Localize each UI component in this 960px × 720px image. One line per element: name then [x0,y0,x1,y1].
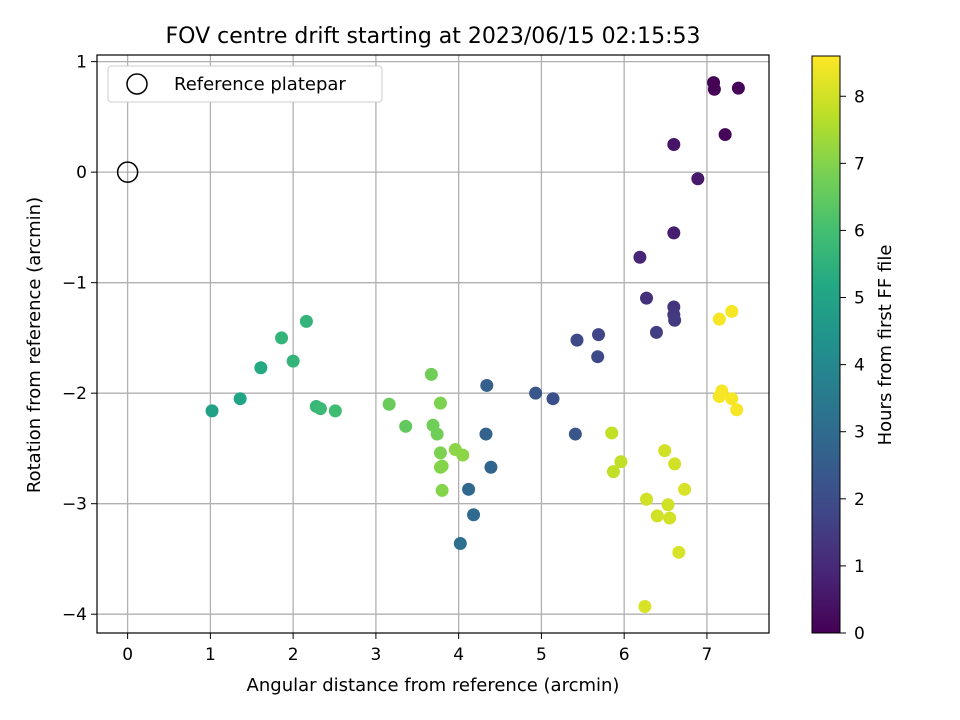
legend-box [107,65,383,103]
plot-frame [96,54,770,634]
data-point [453,536,467,550]
data-point [667,226,681,240]
data-point [668,457,682,471]
data-point [399,419,413,433]
y-tick-label: 1 [76,53,87,73]
data-point [480,378,494,392]
data-point [678,482,692,496]
data-point [529,386,543,400]
data-point [725,304,739,318]
y-tick-label: −1 [62,274,87,294]
y-tick-label: −3 [62,495,87,515]
data-point [691,172,705,186]
data-point [606,465,620,479]
data-point [707,82,721,96]
y-tick-label: −4 [62,605,87,625]
data-point [275,331,289,345]
data-point [328,404,342,418]
legend: Reference platepar [107,65,383,103]
data-point [667,138,681,152]
data-point [313,402,327,416]
y-axis-ticks: 1 0 −1 −2 −3 −4 [62,53,97,625]
y-axis-label: Rotation from reference (arcmin) [24,197,45,493]
data-point [435,459,449,473]
data-point [658,444,672,458]
data-point [382,397,396,411]
data-point [570,333,584,347]
data-point [661,498,675,512]
data-point [435,483,449,497]
data-point [668,313,682,327]
data-point [462,482,476,496]
legend-marker [126,73,148,95]
colorbar-label: Hours from first FF file [875,245,896,446]
chart-title: FOV centre drift starting at 2023/06/15 … [166,24,701,49]
data-point [233,392,247,406]
y-tick-label: 0 [76,163,87,183]
data-point [650,509,664,523]
colorbar-tick-label: 8 [854,87,865,107]
colorbar-tick-label: 6 [854,221,865,241]
x-tick-label: 0 [122,645,133,665]
grid [97,55,769,633]
data-point [286,354,300,368]
data-point [484,460,498,474]
colorbar-tick-label: 3 [854,423,865,443]
data-point [205,404,219,418]
x-axis-label: Angular distance from reference (arcmin) [247,675,620,696]
colorbar-tick-label: 4 [854,356,865,376]
data-point [546,392,560,406]
x-tick-label: 2 [288,645,299,665]
data-point [299,314,313,328]
data-point [614,455,628,469]
data-point [649,325,663,339]
data-point [731,81,745,95]
data-point [433,446,447,460]
x-axis-ticks: 0 1 2 3 4 5 6 7 [122,633,712,665]
data-point [430,427,444,441]
data-point [479,427,493,441]
data-point [712,312,726,326]
colorbar-tick-label: 0 [854,624,865,644]
data-point [718,128,732,142]
x-tick-label: 7 [702,645,713,665]
x-tick-label: 3 [370,645,381,665]
x-tick-label: 1 [205,645,216,665]
data-point [605,426,619,440]
data-point [640,492,654,506]
data-point [433,396,447,410]
x-tick-label: 5 [536,645,547,665]
data-point [254,361,268,375]
data-points [205,76,745,613]
data-point [712,389,726,403]
reference-marker [116,161,139,183]
data-point [456,448,470,462]
x-tick-label: 6 [619,645,630,665]
data-point [663,511,677,525]
colorbar-ticks: 0 1 2 3 4 5 6 7 8 [840,87,865,644]
data-point [672,545,686,559]
data-point [568,427,582,441]
colorbar-tick-label: 1 [854,557,865,577]
legend-label: Reference platepar [174,74,346,95]
data-point [467,508,481,522]
data-point [592,328,606,342]
colorbar-tick-label: 2 [854,490,865,510]
y-tick-label: −2 [62,384,87,404]
data-point [591,350,605,364]
colorbar-tick-label: 5 [854,289,865,309]
data-point [424,367,438,381]
colorbar [811,55,841,634]
x-tick-label: 4 [453,645,464,665]
data-point [638,599,652,613]
data-point [725,392,739,406]
colorbar-tick-label: 7 [854,154,865,174]
data-point [633,250,647,264]
reference-point [116,161,139,183]
data-point [640,291,654,305]
data-point [730,403,744,417]
